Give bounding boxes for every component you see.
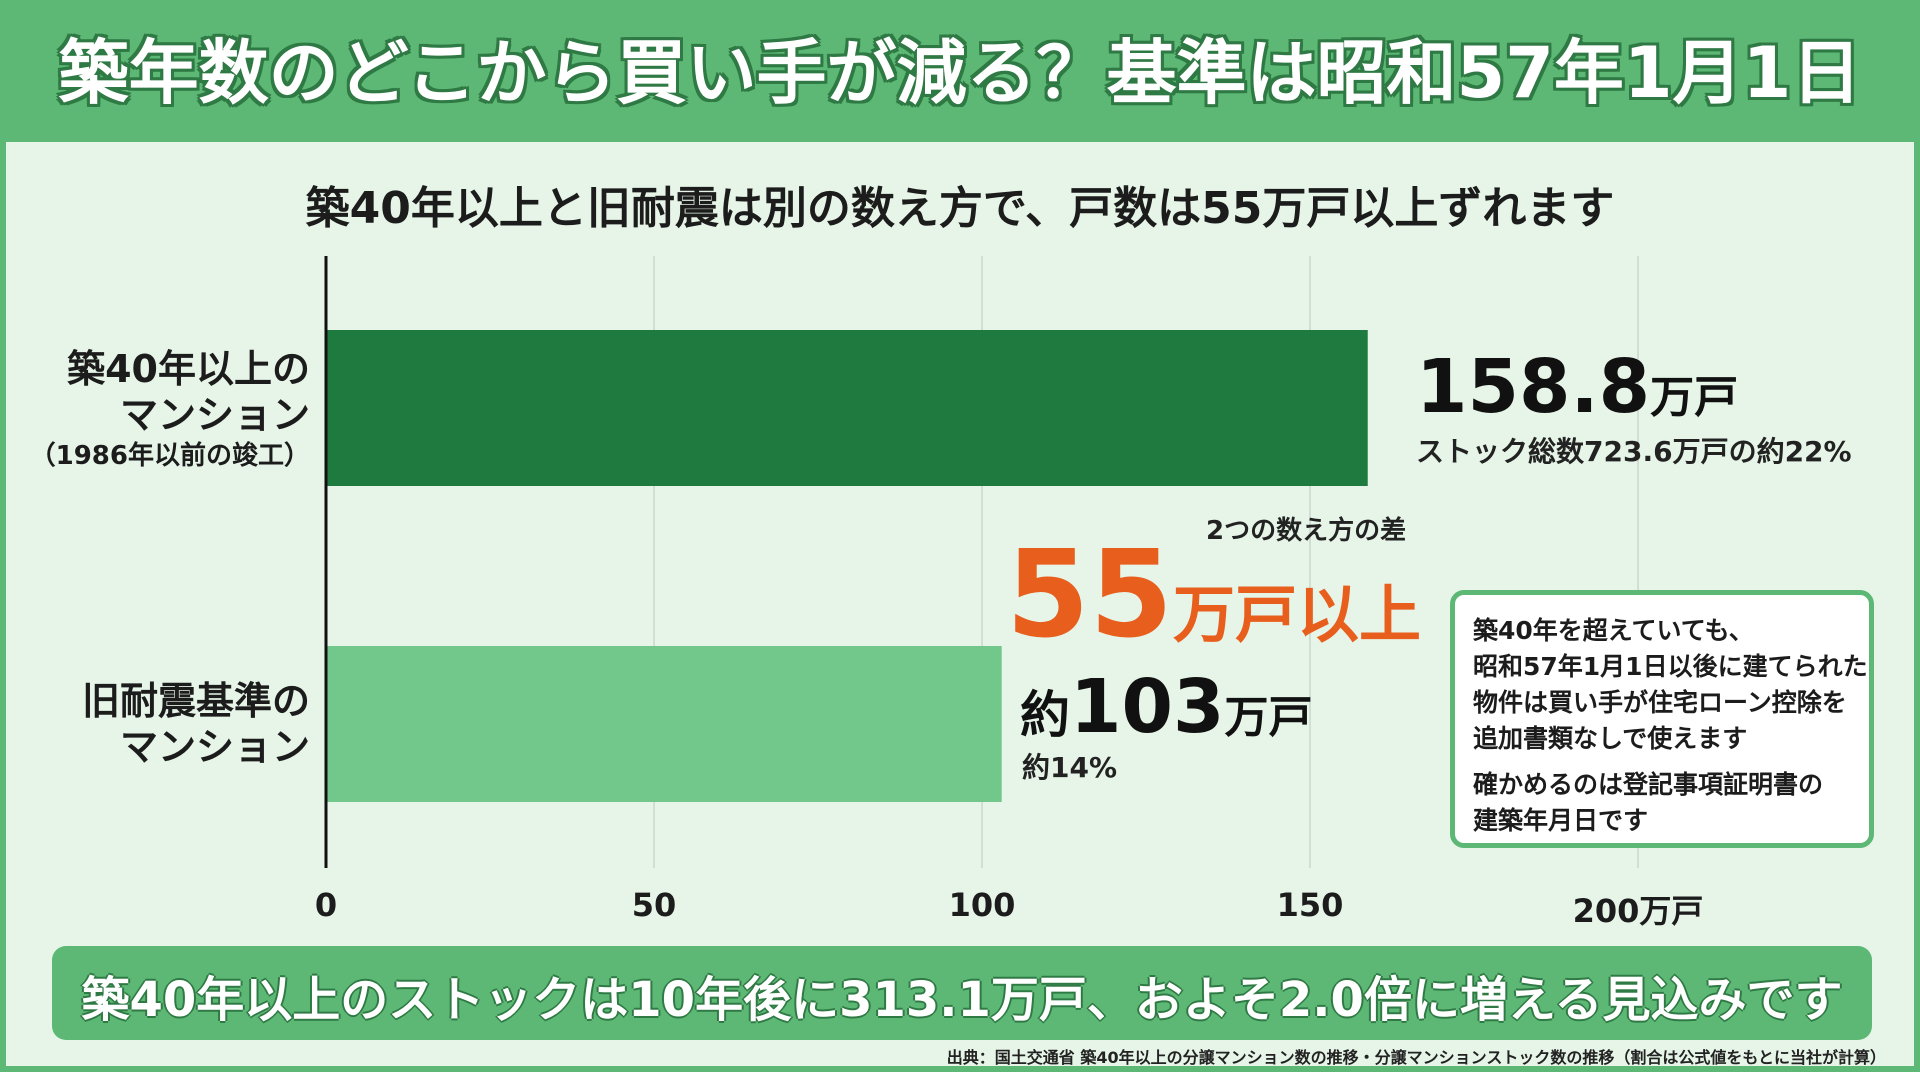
category-1-line-2: マンション: [119, 725, 310, 769]
category-0-line-1: 築40年以上の: [67, 347, 310, 391]
note-gap: [1473, 757, 1853, 767]
chart-subtitle: 築40年以上と旧耐震は別の数え方で、戸数は55万戸以上ずれます: [305, 183, 1615, 234]
data-label-0-sub: ストック総数723.6万戸の約22%: [1416, 435, 1852, 468]
data-label-bar-1: 約103万戸: [1020, 664, 1312, 750]
data-label-1-number: 103: [1070, 664, 1225, 750]
note-line: 追加書類なしで使えます: [1473, 724, 1748, 753]
category-label-0: 築40年以上の マンション （1986年以前の竣工）: [30, 346, 310, 474]
source-note: 出典：国土交通省 築40年以上の分譲マンション数の推移・分譲マンションストック数…: [946, 1048, 1886, 1066]
difference-unit: 万戸以上: [1173, 578, 1422, 651]
bar-1: [326, 646, 1002, 802]
x-tick-label: 150: [1276, 886, 1344, 924]
category-1-line-1: 旧耐震基準の: [81, 679, 310, 723]
page-title: 築年数のどこから買い手が減る？基準は昭和57年1月1日: [58, 32, 1862, 114]
data-label-bar-0: 158.8万戸: [1416, 344, 1738, 430]
data-label-0-unit: 万戸: [1650, 372, 1739, 423]
note-line: 建築年月日です: [1473, 806, 1649, 835]
data-label-1-sub: 約14%: [1022, 751, 1118, 784]
note-line: 築40年を超えていても、: [1473, 616, 1754, 645]
category-0-sub: （1986年以前の竣工）: [29, 441, 310, 471]
data-label-0-number: 158.8: [1416, 344, 1651, 430]
note-line: 物件は買い手が住宅ローン控除を: [1473, 688, 1847, 717]
difference-value: 55万戸以上: [1006, 526, 1421, 666]
difference-number: 55: [1006, 526, 1173, 665]
bar-0: [326, 330, 1368, 486]
category-label-1: 旧耐震基準の マンション: [82, 678, 310, 770]
data-label-1-unit: 万戸: [1224, 692, 1313, 743]
difference-caption: 2つの数え方の差: [1206, 516, 1407, 546]
note-line: 昭和57年1月1日以後に建てられた: [1473, 652, 1868, 681]
note-line: 確かめるのは登記事項証明書の: [1473, 770, 1824, 799]
x-tick-label: 0: [314, 886, 338, 924]
header-band: 築年数のどこから買い手が減る？基準は昭和57年1月1日: [6, 6, 1914, 142]
summary-banner: 築40年以上のストックは10年後に313.1万戸、およそ2.0倍に増える見込みで…: [52, 946, 1872, 1040]
x-tick-label: 200万戸: [1572, 892, 1704, 930]
category-0-line-2: マンション: [119, 393, 310, 437]
x-tick-label: 50: [631, 886, 677, 924]
infographic-frame: 築年数のどこから買い手が減る？基準は昭和57年1月1日 築40年以上と旧耐震は別…: [6, 6, 1914, 1066]
x-tick-label: 100: [948, 886, 1016, 924]
note-box: 築40年を超えていても、 昭和57年1月1日以後に建てられた 物件は買い手が住宅…: [1450, 590, 1874, 848]
bar-chart: [324, 256, 1639, 868]
data-label-1-prefix: 約: [1020, 686, 1070, 744]
summary-banner-text: 築40年以上のストックは10年後に313.1万戸、およそ2.0倍に増える見込みで…: [81, 972, 1843, 1028]
